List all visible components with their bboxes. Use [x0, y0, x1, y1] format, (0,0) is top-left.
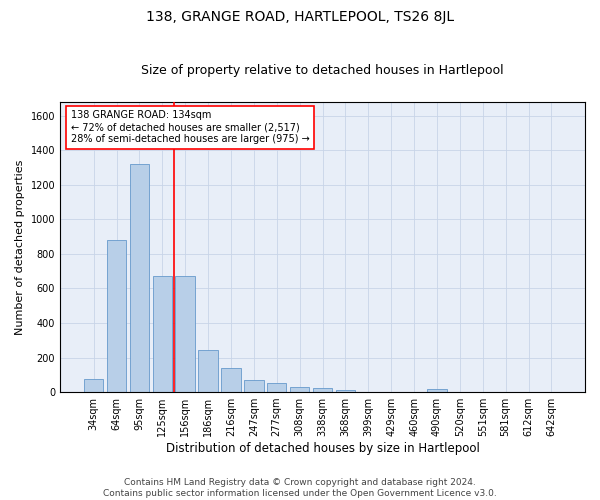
- Bar: [84, 379, 103, 392]
- Bar: [107, 240, 126, 392]
- X-axis label: Distribution of detached houses by size in Hartlepool: Distribution of detached houses by size …: [166, 442, 479, 455]
- Bar: [221, 368, 241, 392]
- Text: Contains HM Land Registry data © Crown copyright and database right 2024.
Contai: Contains HM Land Registry data © Crown c…: [103, 478, 497, 498]
- Bar: [152, 276, 172, 392]
- Text: 138, GRANGE ROAD, HARTLEPOOL, TS26 8JL: 138, GRANGE ROAD, HARTLEPOOL, TS26 8JL: [146, 10, 454, 24]
- Bar: [175, 276, 195, 392]
- Bar: [335, 390, 355, 392]
- Bar: [244, 380, 263, 392]
- Y-axis label: Number of detached properties: Number of detached properties: [15, 159, 25, 334]
- Text: 138 GRANGE ROAD: 134sqm
← 72% of detached houses are smaller (2,517)
28% of semi: 138 GRANGE ROAD: 134sqm ← 72% of detache…: [71, 110, 309, 144]
- Title: Size of property relative to detached houses in Hartlepool: Size of property relative to detached ho…: [141, 64, 504, 77]
- Bar: [427, 388, 446, 392]
- Bar: [267, 384, 286, 392]
- Bar: [313, 388, 332, 392]
- Bar: [199, 350, 218, 392]
- Bar: [130, 164, 149, 392]
- Bar: [290, 388, 310, 392]
